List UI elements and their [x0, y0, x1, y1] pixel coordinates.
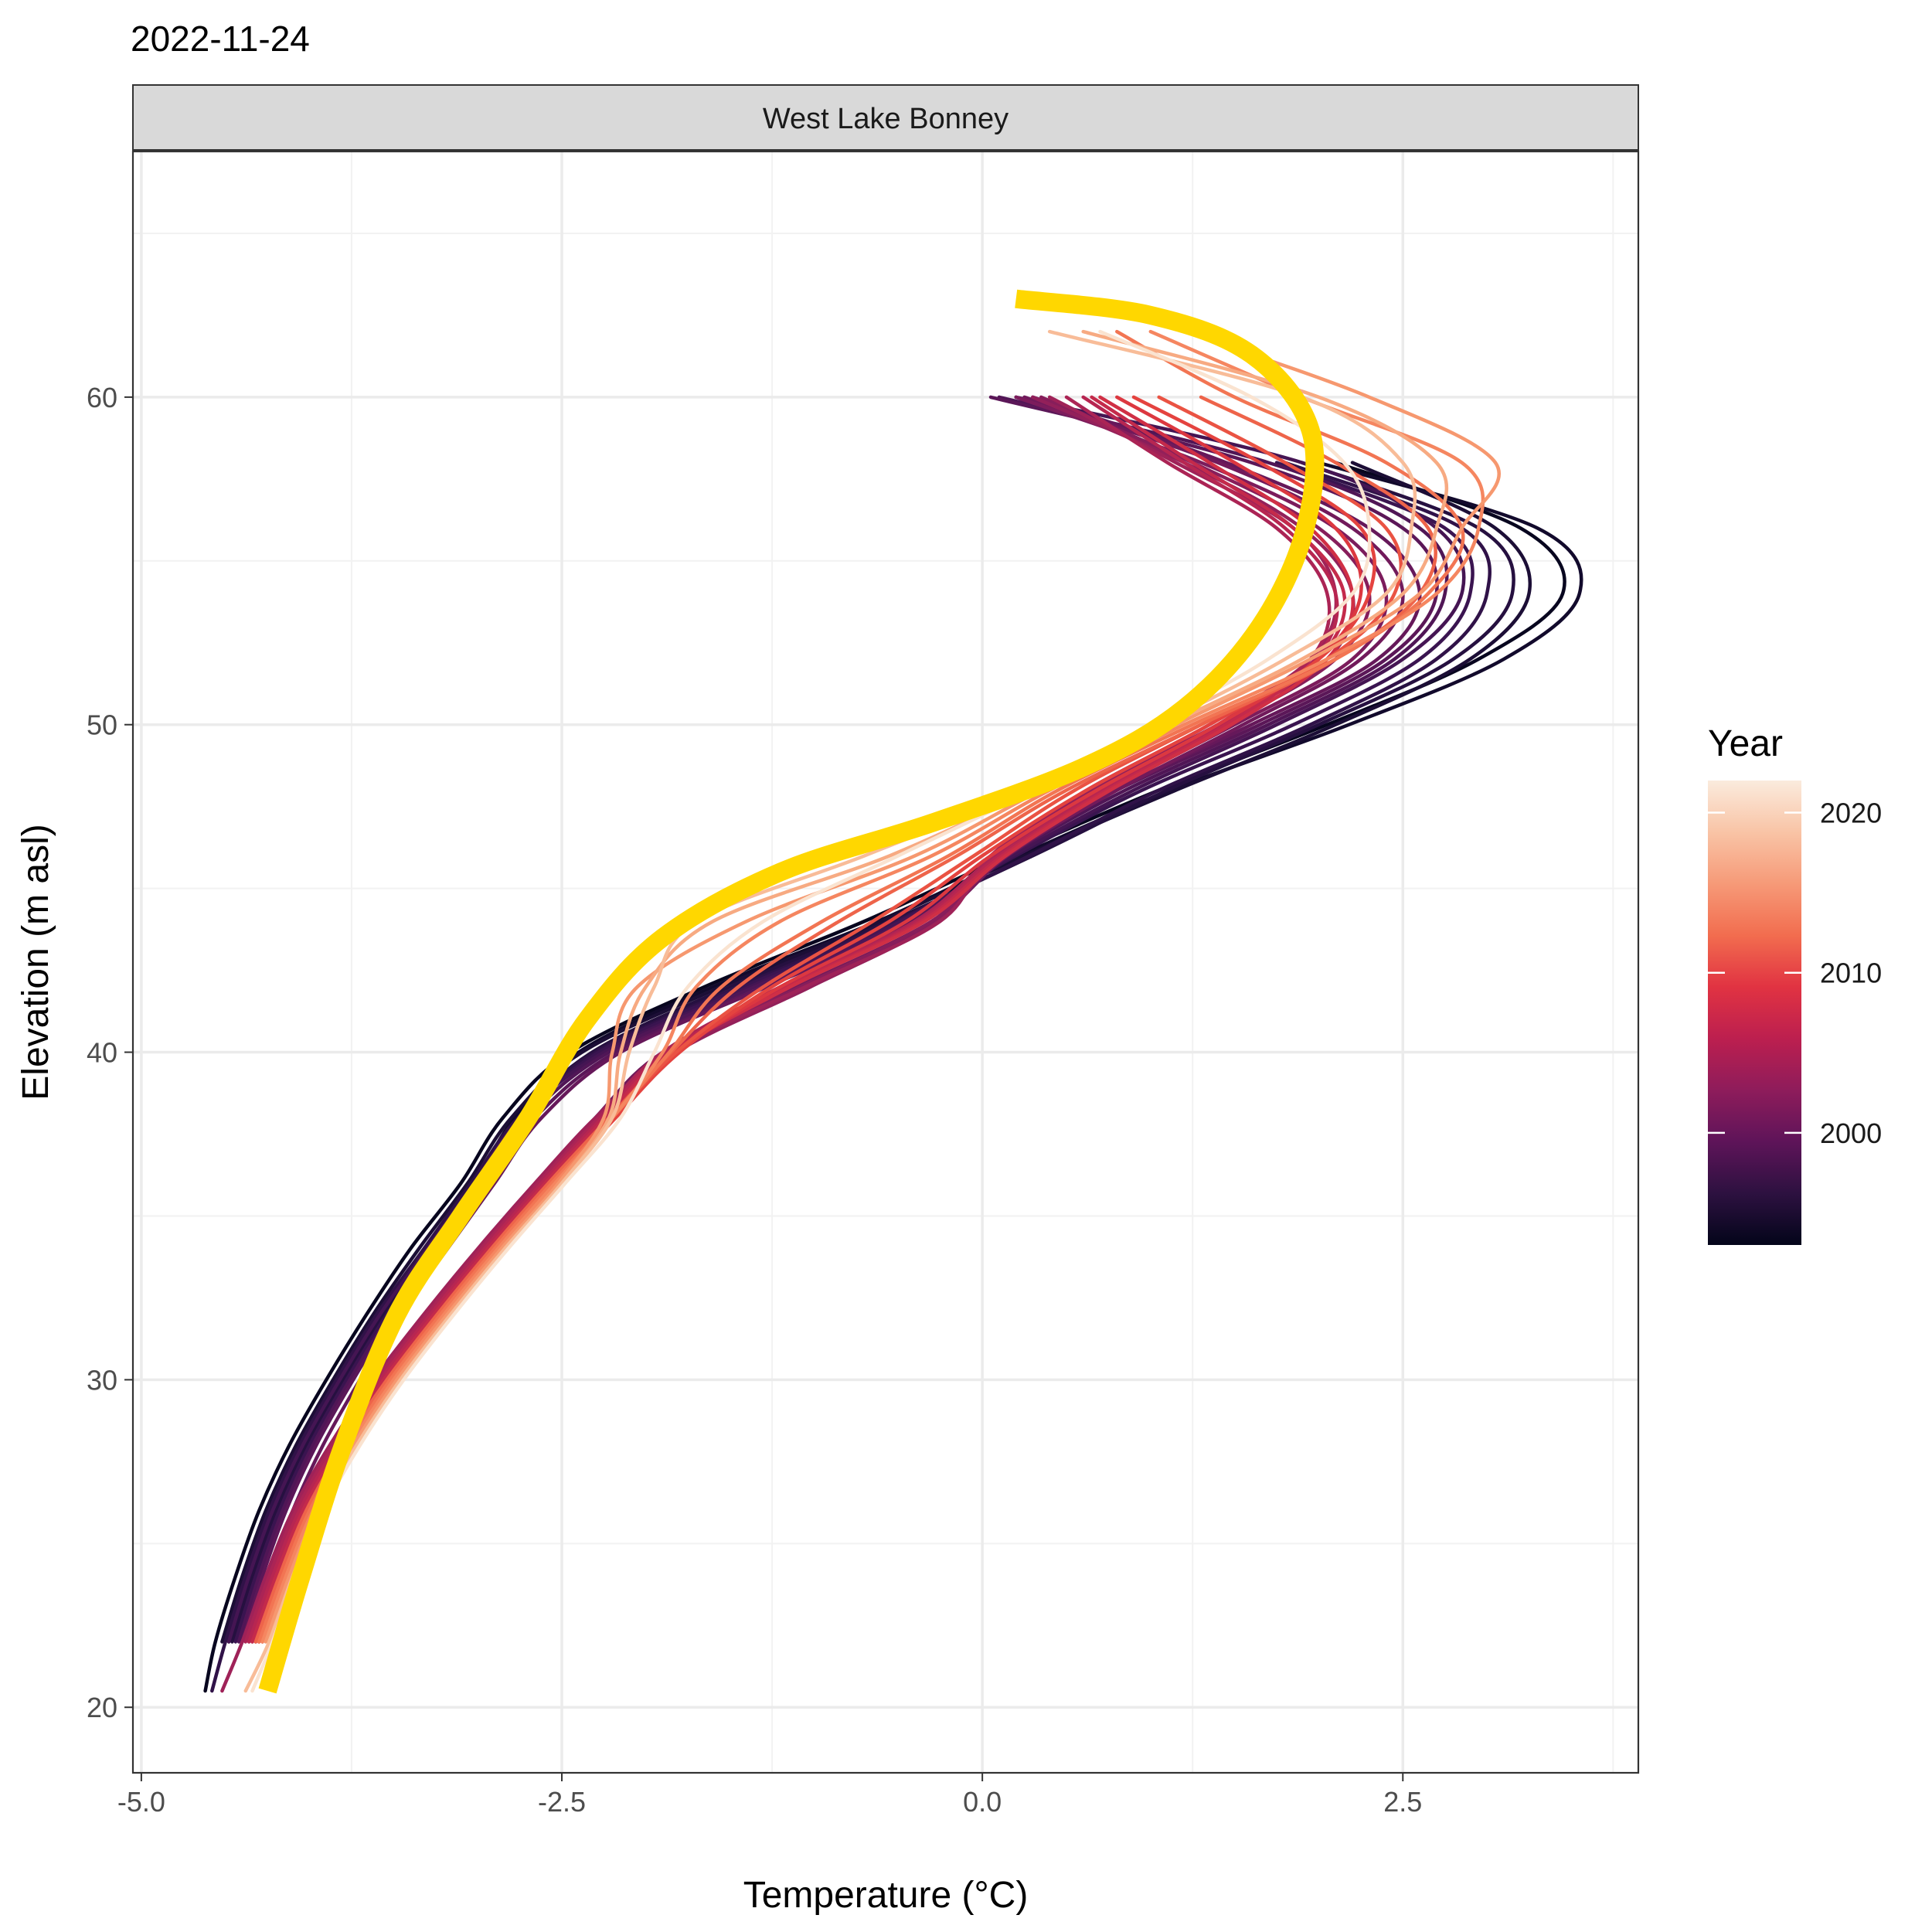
x-tick-label: 0.0: [963, 1786, 1002, 1818]
plot-title: 2022-11-24: [131, 19, 310, 59]
y-tick-label: 50: [87, 709, 117, 741]
x-axis: -5.0 -2.5 0.0 2.5: [117, 1773, 1422, 1818]
y-axis: 20 30 40 50 60: [87, 382, 133, 1723]
plot-panel: [133, 151, 1638, 1773]
profile-line-2022: [250, 329, 1372, 1693]
y-tick-label: 60: [87, 382, 117, 413]
legend-colorbar: [1708, 781, 1801, 1245]
x-tick-label: -2.5: [538, 1786, 586, 1818]
profile-line-1994: [203, 461, 1566, 1693]
profile-lines: [203, 329, 1583, 1693]
legend: Year 2000 2010 2020: [1708, 723, 1882, 1245]
facet-strip: [132, 84, 1639, 151]
legend-title: Year: [1708, 723, 1783, 764]
x-tick-label: -5.0: [117, 1786, 165, 1818]
legend-tick-label: 2020: [1820, 797, 1882, 828]
y-tick-label: 30: [87, 1364, 117, 1396]
highlight-profile: [258, 289, 1325, 1694]
profile-line-2019: [264, 329, 1502, 1644]
legend-ticks: 2000 2010 2020: [1708, 797, 1882, 1149]
facet-strip-label: West Lake Bonney: [763, 103, 1009, 135]
profile-line-1997: [230, 461, 1515, 1644]
grid-lines: [133, 151, 1638, 1773]
y-tick-label: 40: [87, 1037, 117, 1069]
panel-border: [131, 150, 1640, 1774]
x-axis-title: Temperature (°C): [743, 1875, 1029, 1916]
profile-line-2018: [260, 329, 1485, 1644]
highlight-profile-line: [258, 289, 1325, 1694]
legend-tick-label: 2010: [1820, 957, 1882, 989]
y-tick-label: 20: [87, 1692, 117, 1723]
legend-tick-label: 2000: [1820, 1117, 1882, 1149]
x-tick-label: 2.5: [1383, 1786, 1422, 1818]
y-axis-title: Elevation (m asl): [15, 824, 56, 1100]
